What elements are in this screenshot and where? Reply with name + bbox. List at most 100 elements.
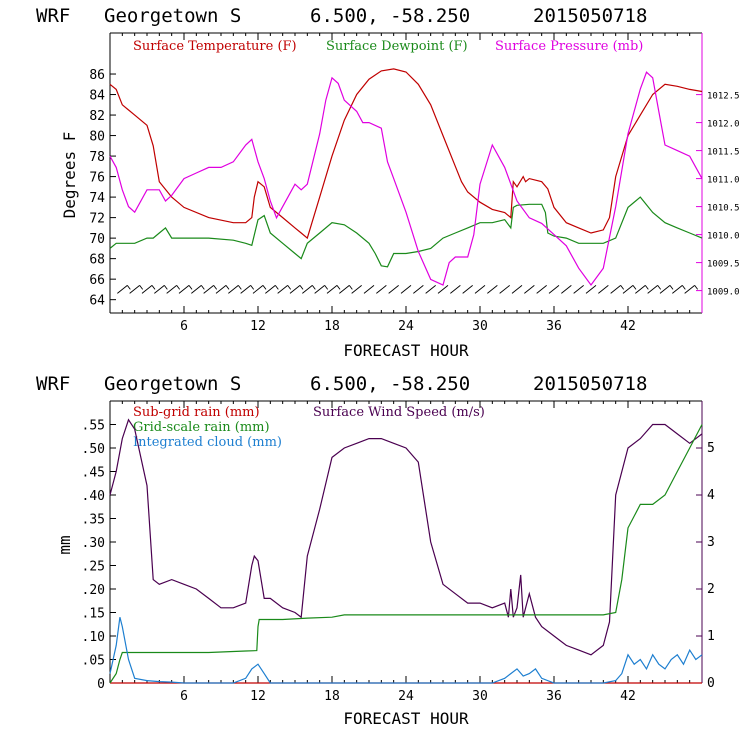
y-tick-label: .10 xyxy=(82,630,105,645)
top-ylabel: Degrees F xyxy=(60,132,79,219)
y-tick-label: 82 xyxy=(89,109,105,124)
wind-barb-flag xyxy=(620,285,625,290)
wind-barb-flag xyxy=(274,285,279,290)
wind-barb xyxy=(326,285,338,294)
top-header-station: Georgetown S xyxy=(104,5,241,27)
wind-barb xyxy=(388,285,399,294)
wind-barb-flag xyxy=(348,285,353,290)
wind-barb-flag xyxy=(188,285,193,290)
wind-barb xyxy=(166,285,177,294)
x-tick-label: 42 xyxy=(620,689,636,704)
x-tick-label: 12 xyxy=(250,689,266,704)
wind-barb xyxy=(511,285,523,294)
wind-barb xyxy=(487,285,498,294)
wind-barb xyxy=(363,285,375,294)
y2-tick-label: 0 xyxy=(707,676,715,691)
wind-barb xyxy=(598,285,609,294)
wind-barb xyxy=(548,285,560,294)
top-header-coords: 6.500, -58.250 xyxy=(310,5,470,27)
y-tick-label: .20 xyxy=(82,583,105,598)
bottom-legend-wind-speed: Surface Wind Speed (m/s) xyxy=(313,405,485,420)
top-legend-temperature: Surface Temperature (F) xyxy=(133,39,297,54)
wind-barb-flag xyxy=(126,285,131,290)
y-tick-label: 76 xyxy=(89,171,105,186)
x-tick-label: 6 xyxy=(180,689,188,704)
bottom-legend-subgrid-rain: Sub-grid rain (mm) xyxy=(133,405,260,420)
top-panel: WRF Georgetown S 6.500, -58.250 20150507… xyxy=(36,5,740,360)
wind-barb xyxy=(573,285,584,294)
wind-barb xyxy=(178,285,190,294)
wind-barb xyxy=(437,285,449,294)
x-tick-label: 30 xyxy=(472,319,488,334)
x-tick-label: 24 xyxy=(398,689,414,704)
series-line-surface-temperature-f xyxy=(109,68,703,240)
y-tick-label: 80 xyxy=(89,130,105,145)
y-tick-label: .55 xyxy=(82,419,105,434)
wind-barb xyxy=(240,285,251,294)
wind-barb-flag xyxy=(644,285,649,290)
wind-barb xyxy=(585,285,597,294)
bottom-plot-area: 6 12 18 24 30 36 420.05.10.15.20.25.30.35.40.4… xyxy=(82,400,715,704)
wind-barb-flag xyxy=(250,285,255,290)
wind-barb xyxy=(141,285,153,294)
top-header-model: WRF xyxy=(36,5,70,27)
wind-barb-flag xyxy=(336,285,341,290)
wind-barb xyxy=(499,285,510,294)
y2-tick-label: 1009.0 xyxy=(707,288,740,298)
top-xlabel: FORECAST HOUR xyxy=(343,341,469,360)
y-tick-label: .45 xyxy=(82,466,105,481)
wind-barb-flag xyxy=(200,285,205,290)
x-tick-label: 30 xyxy=(472,689,488,704)
y-tick-label: 84 xyxy=(89,89,105,104)
x-tick-label: 12 xyxy=(250,319,266,334)
wind-barb-flag xyxy=(632,285,637,290)
wind-barb-flag xyxy=(139,285,144,290)
series-line-surface-pressure-mb xyxy=(109,71,703,287)
wind-barb xyxy=(672,285,683,294)
wind-barb-flag xyxy=(287,285,292,290)
y-tick-label: 78 xyxy=(89,150,105,165)
top-header-run: 2015050718 xyxy=(533,5,647,27)
wind-barb xyxy=(228,285,239,294)
y2-tick-label: 1012.5 xyxy=(707,92,740,102)
y-tick-label: .05 xyxy=(82,654,105,669)
wind-barb xyxy=(203,285,214,294)
x-tick-label: 36 xyxy=(546,319,562,334)
wind-barb xyxy=(474,285,486,294)
y-tick-label: 66 xyxy=(89,273,105,288)
wind-barb xyxy=(302,285,313,294)
wind-barb xyxy=(400,285,412,294)
y-tick-label: .40 xyxy=(82,489,105,504)
y2-tick-label: 1011.5 xyxy=(707,148,740,158)
wind-barb xyxy=(684,285,695,294)
top-plot-area: 6 12 18 24 30 36 42 64 66 68 70 72 74 76 78 80 82 84 86 100… xyxy=(89,32,740,334)
x-tick-label: 24 xyxy=(398,319,414,334)
wind-barb xyxy=(252,285,264,294)
wind-barb xyxy=(314,285,325,294)
wind-barb xyxy=(413,285,424,294)
series-line-grid-scale-rain-mm xyxy=(109,424,703,684)
bottom-ylabel: mm xyxy=(55,535,74,554)
wind-barb xyxy=(154,285,165,294)
bottom-legend-gridscale-rain: Grid-scale rain (mm) xyxy=(133,420,270,435)
wind-barb-flag xyxy=(176,285,181,290)
y-tick-label: 72 xyxy=(89,212,105,227)
y-tick-label: .25 xyxy=(82,560,105,575)
wind-barb-flag xyxy=(324,285,329,290)
bottom-header-run: 2015050718 xyxy=(533,373,647,395)
x-tick-label: 18 xyxy=(324,689,340,704)
wind-barb xyxy=(622,285,634,294)
wind-barb-flag xyxy=(311,285,316,290)
wind-barb-flag xyxy=(657,285,662,290)
wind-barb-flag xyxy=(299,285,304,290)
y2-tick-label: 1012.0 xyxy=(707,120,740,130)
y2-tick-label: 1 xyxy=(707,629,715,644)
wind-barb-flag xyxy=(237,285,242,290)
y2-tick-label: 3 xyxy=(707,535,715,550)
y-tick-label: 64 xyxy=(89,294,105,309)
wind-barb xyxy=(561,285,572,294)
y-tick-label: 70 xyxy=(89,232,105,247)
x-tick-label: 36 xyxy=(546,689,562,704)
wind-barb xyxy=(339,285,350,294)
series-line-surface-dewpoint-f xyxy=(109,196,703,268)
